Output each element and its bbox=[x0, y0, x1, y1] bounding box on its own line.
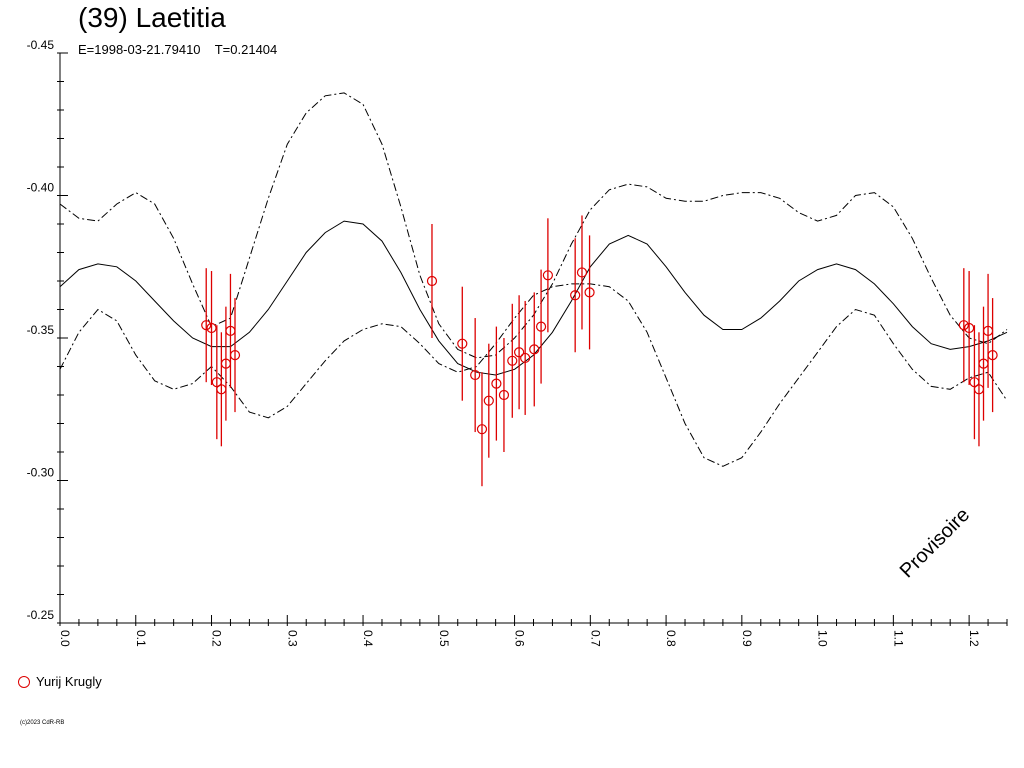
x-tick-label: 0.8 bbox=[664, 630, 678, 647]
x-tick-label: 0.4 bbox=[361, 630, 375, 647]
y-tick-label: -0.25 bbox=[27, 608, 55, 622]
x-tick-label: 0.5 bbox=[437, 630, 451, 647]
chart-title: (39) Laetitia bbox=[78, 2, 226, 33]
data-point bbox=[514, 347, 525, 358]
x-tick-label: 0.2 bbox=[210, 630, 224, 647]
envelope-upper-curve bbox=[59, 92, 1008, 359]
data-point bbox=[498, 389, 510, 401]
x-tick-label: 0.6 bbox=[513, 630, 527, 647]
y-tick-label: -0.40 bbox=[27, 181, 55, 195]
x-tick-label: 0.0 bbox=[58, 630, 72, 647]
y-tick-label: -0.35 bbox=[27, 323, 55, 337]
y-tick-label: -0.30 bbox=[27, 466, 55, 480]
copyright-note: (c)2023 CdR-RB bbox=[20, 720, 65, 726]
x-tick-label: 1.0 bbox=[816, 630, 830, 647]
axes: -0.45 -0.40 -0.35 -0.30 -0.250.0 0.1 0.2 0.3 0.4… bbox=[27, 38, 1008, 647]
x-tick-label: 0.9 bbox=[740, 630, 754, 647]
x-tick-label: 1.2 bbox=[967, 630, 981, 647]
data-point bbox=[542, 270, 553, 281]
data-point bbox=[457, 338, 468, 349]
envelope-lower-curve bbox=[59, 283, 1008, 467]
data-point bbox=[470, 369, 481, 381]
data-point bbox=[206, 322, 217, 334]
data-point bbox=[476, 424, 488, 435]
legend-label: Yurij Krugly bbox=[36, 674, 102, 689]
data-point bbox=[426, 275, 438, 287]
y-tick-label: -0.45 bbox=[27, 38, 55, 52]
data-point bbox=[483, 395, 494, 406]
legend-marker-icon bbox=[18, 675, 30, 688]
x-tick-label: 1.1 bbox=[891, 630, 905, 647]
data-point bbox=[987, 350, 998, 361]
chart-subtitle: E=1998-03-21.79410 T=0.21404 bbox=[78, 42, 278, 57]
x-tick-label: 0.1 bbox=[134, 630, 148, 647]
data-point bbox=[576, 267, 588, 278]
data-point bbox=[535, 321, 547, 332]
data-point bbox=[958, 320, 969, 331]
data-point bbox=[584, 287, 595, 298]
data-point bbox=[520, 352, 531, 364]
legend: Yurij Krugly bbox=[18, 674, 102, 689]
x-tick-label: 0.3 bbox=[285, 630, 299, 647]
data-point bbox=[491, 378, 502, 389]
data-point bbox=[229, 350, 241, 361]
data-point bbox=[201, 320, 212, 331]
curves bbox=[59, 92, 1008, 467]
data-points bbox=[201, 215, 998, 487]
data-point bbox=[964, 322, 975, 334]
data-point bbox=[507, 355, 518, 366]
data-point bbox=[529, 344, 540, 355]
fit-curve bbox=[59, 220, 1008, 376]
x-tick-label: 0.7 bbox=[588, 630, 602, 647]
data-point bbox=[570, 290, 581, 301]
